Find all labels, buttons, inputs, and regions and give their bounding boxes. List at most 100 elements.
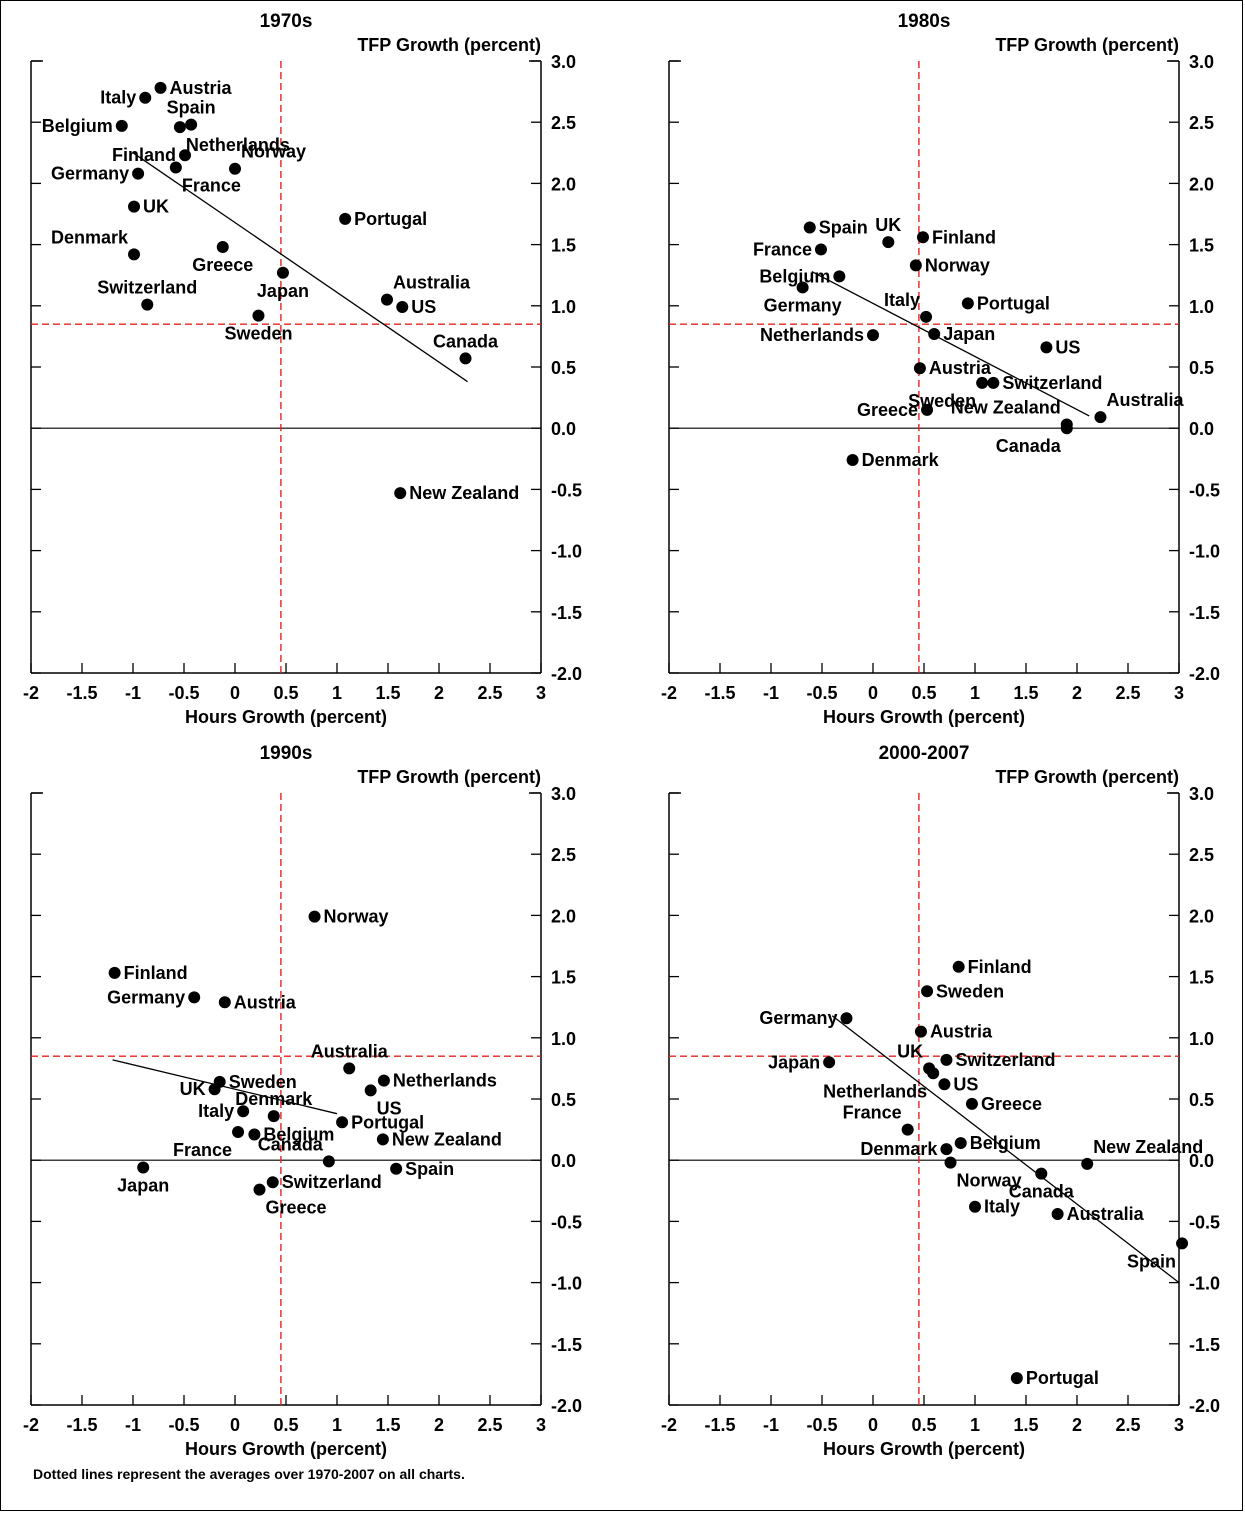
x-tick-label: 0.5 xyxy=(273,1415,298,1435)
x-tick-label: -1 xyxy=(125,683,141,703)
point-greece xyxy=(965,1097,978,1110)
point-portugal xyxy=(1010,1372,1023,1385)
point-canada xyxy=(1035,1167,1048,1180)
y-tick-label: 0.0 xyxy=(1189,419,1214,439)
y-tick-label: -0.5 xyxy=(1189,1212,1220,1232)
y-tick-label: -1.0 xyxy=(551,542,582,562)
point-label-france: France xyxy=(753,239,812,259)
point-italy xyxy=(920,310,933,323)
y-tick-label: -1.0 xyxy=(551,1274,582,1294)
point-finland xyxy=(108,966,121,979)
point-france xyxy=(814,243,827,256)
point-label-germany: Germany xyxy=(51,164,129,184)
point-label-greece: Greece xyxy=(265,1198,326,1218)
point-label-norway: Norway xyxy=(241,142,306,162)
point-label-greece: Greece xyxy=(981,1094,1042,1114)
y-tick-label: 1.5 xyxy=(1189,968,1214,988)
y-axis-label: TFP Growth (percent) xyxy=(995,35,1179,55)
point-label-netherlands: Netherlands xyxy=(823,1081,927,1101)
x-tick-label: 3 xyxy=(1174,683,1184,703)
x-tick-label: 0 xyxy=(868,683,878,703)
point-netherlands xyxy=(927,1067,940,1080)
point-label-norway: Norway xyxy=(957,1171,1022,1191)
x-tick-label: 0 xyxy=(230,683,240,703)
y-tick-label: 1.5 xyxy=(551,968,576,988)
point-label-sweden: Sweden xyxy=(224,324,292,344)
y-tick-label: -1.0 xyxy=(1189,1274,1220,1294)
point-italy xyxy=(237,1105,250,1118)
chart-panel-2: -2 -1.5 -1 -0.5 0 0.5 1 1.5 2 2.5 3 3.0 2.5 2.0 1.5 1.0… xyxy=(661,11,1220,727)
point-portugal xyxy=(336,1116,349,1129)
y-tick-label: 3.0 xyxy=(1189,52,1214,72)
point-italy xyxy=(139,91,152,104)
y-tick-label: 2.0 xyxy=(551,906,576,926)
point-label-netherlands: Netherlands xyxy=(186,135,290,155)
point-label-germany: Germany xyxy=(764,295,842,315)
y-tick-label: -2.0 xyxy=(1189,664,1220,684)
point-label-denmark: Denmark xyxy=(862,450,940,470)
y-tick-label: -1.0 xyxy=(1189,542,1220,562)
x-axis-label: Hours Growth (percent) xyxy=(185,707,387,727)
x-tick-label: 2 xyxy=(1072,1415,1082,1435)
point-label-uk: UK xyxy=(897,1041,923,1061)
point-label-finland: Finland xyxy=(968,957,1032,977)
point-label-germany: Germany xyxy=(759,1008,837,1028)
point-new-zealand xyxy=(376,1133,389,1146)
point-label-switzerland: Switzerland xyxy=(1002,373,1102,393)
point-label-japan: Japan xyxy=(117,1176,169,1196)
point-netherlands xyxy=(377,1074,390,1087)
point-label-switzerland: Switzerland xyxy=(97,278,197,298)
x-tick-label: 1.5 xyxy=(375,1415,400,1435)
y-tick-label: 0.0 xyxy=(1189,1151,1214,1171)
point-label-sweden: Sweden xyxy=(936,981,1004,1001)
point-label-belgium: Belgium xyxy=(759,266,830,286)
point-australia xyxy=(343,1062,356,1075)
point-label-finland: Finland xyxy=(124,963,188,983)
x-tick-label: 1 xyxy=(332,1415,342,1435)
point-sweden xyxy=(921,985,934,998)
trend-line xyxy=(112,1059,338,1115)
point-label-australia: Australia xyxy=(393,273,471,293)
point-label-australia: Australia xyxy=(311,1041,389,1061)
point-denmark xyxy=(846,454,859,467)
y-tick-label: 0.5 xyxy=(1189,358,1214,378)
point-label-spain: Spain xyxy=(1127,1251,1176,1271)
y-tick-label: 2.0 xyxy=(1189,906,1214,926)
point-label-spain: Spain xyxy=(819,217,868,237)
point-label-australia: Australia xyxy=(1067,1204,1145,1224)
point-sweden xyxy=(976,376,989,389)
point-label-greece: Greece xyxy=(857,400,918,420)
x-tick-label: 0 xyxy=(230,1415,240,1435)
point-label-switzerland: Switzerland xyxy=(282,1172,382,1192)
point-denmark xyxy=(128,248,141,261)
y-tick-label: 3.0 xyxy=(551,784,576,804)
chart-title: 2000-2007 xyxy=(879,743,970,764)
point-netherlands xyxy=(173,121,186,134)
point-label-austria: Austria xyxy=(234,992,297,1012)
point-belgium xyxy=(115,119,128,132)
point-label-canada: Canada xyxy=(258,1134,324,1154)
y-axis-label: TFP Growth (percent) xyxy=(357,35,541,55)
point-norway xyxy=(229,162,241,175)
point-japan xyxy=(137,1161,150,1174)
chart-panel-3: -2 -1.5 -1 -0.5 0 0.5 1 1.5 2 2.5 3 3.0 2.5 2.0 1.5 1.0… xyxy=(23,743,582,1459)
trend-line xyxy=(811,270,1090,417)
y-tick-label: 2.5 xyxy=(551,113,576,133)
point-label-new-zealand: New Zealand xyxy=(1093,1137,1203,1157)
point-label-spain: Spain xyxy=(405,1159,454,1179)
point-label-italy: Italy xyxy=(198,1101,234,1121)
point-label-italy: Italy xyxy=(100,88,136,108)
y-tick-label: -1.5 xyxy=(551,603,582,623)
point-spain xyxy=(185,118,198,131)
point-austria xyxy=(218,996,231,1009)
point-portugal xyxy=(961,297,974,310)
x-tick-label: -1.5 xyxy=(66,1415,97,1435)
point-new-zealand xyxy=(1081,1157,1094,1170)
x-tick-label: 1.5 xyxy=(1013,1415,1038,1435)
y-tick-label: 0.5 xyxy=(551,358,576,378)
point-switzerland xyxy=(987,376,1000,389)
y-tick-label: -2.0 xyxy=(551,664,582,684)
point-new-zealand xyxy=(394,487,407,500)
y-tick-label: 1.5 xyxy=(551,236,576,256)
